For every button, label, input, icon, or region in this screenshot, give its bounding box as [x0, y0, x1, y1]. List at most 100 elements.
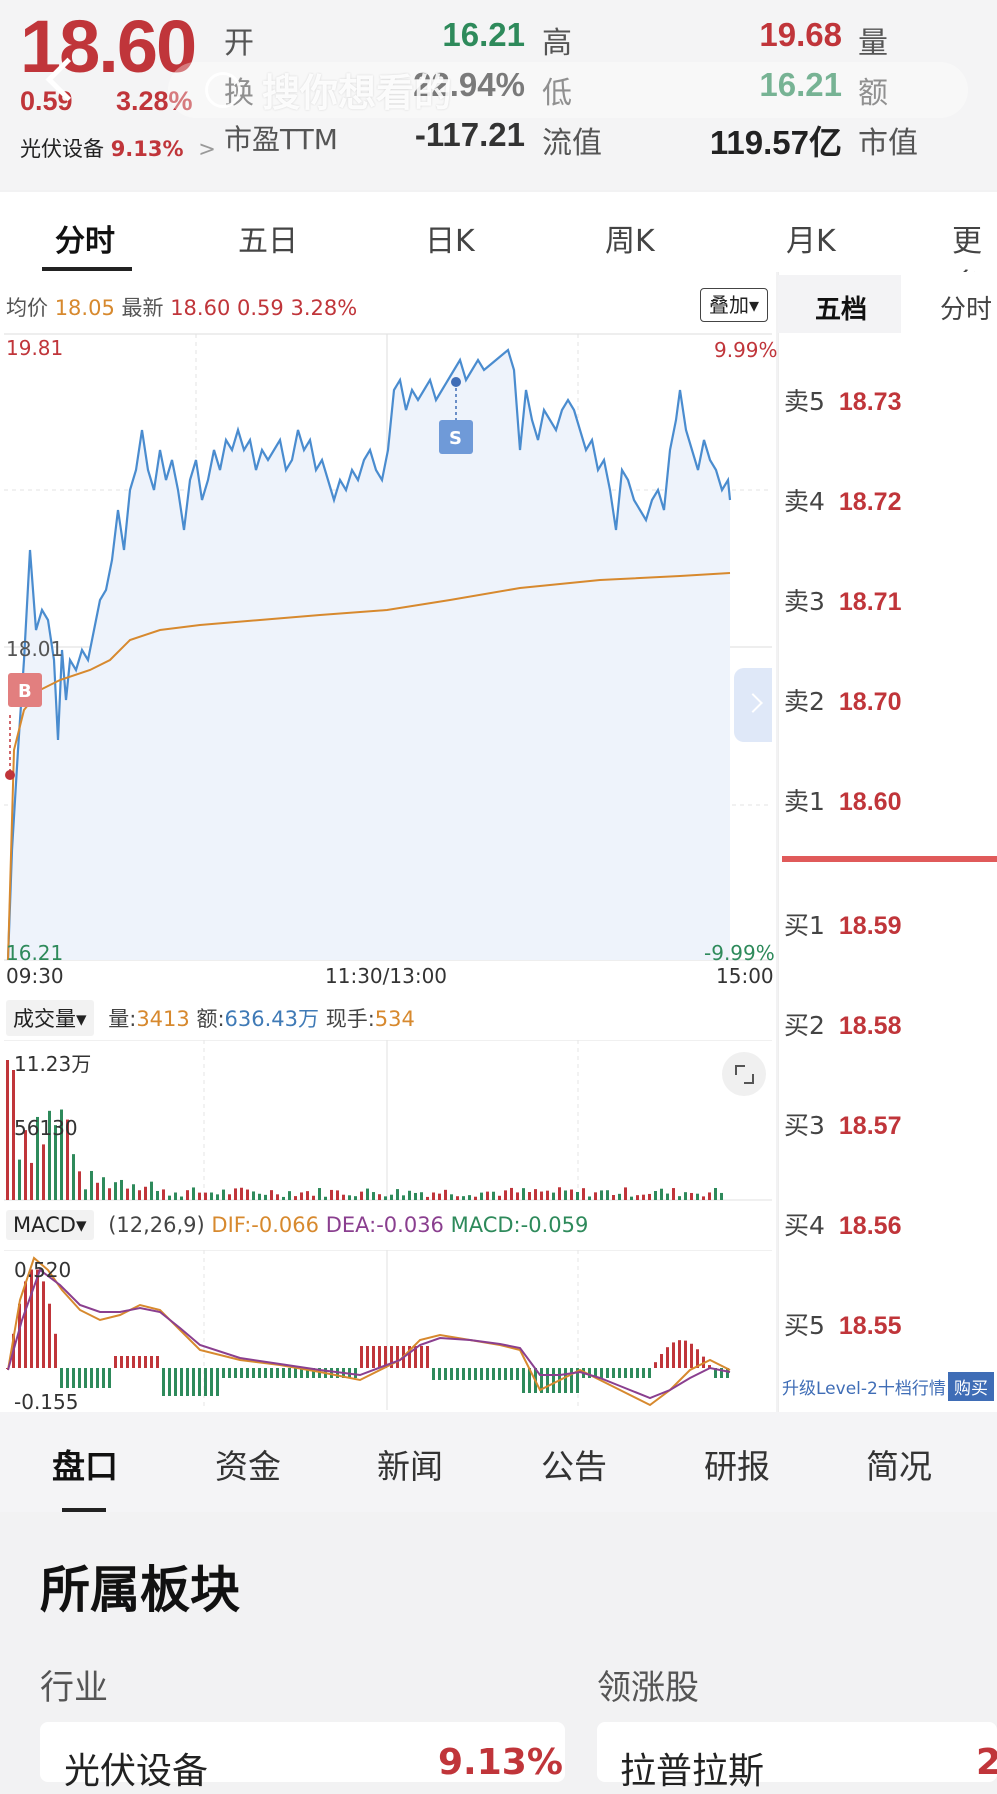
buy-marker[interactable]: [8, 673, 42, 707]
period-tabs: [0, 192, 997, 272]
upgrade-level2-link[interactable]: 升级Level-2十档行情: [782, 1379, 946, 1399]
volume-bar: [162, 1189, 165, 1200]
macd-bar: [630, 1368, 633, 1378]
sell-marker[interactable]: [439, 420, 473, 454]
macd-bar: [162, 1368, 165, 1396]
purchase-button[interactable]: 购买: [948, 1372, 994, 1401]
macd-bar: [222, 1368, 225, 1378]
macd-bar: [72, 1368, 75, 1388]
tab-announcements[interactable]: 公告: [541, 1447, 607, 1486]
volume-bar: [690, 1192, 693, 1200]
macd-indicator-button[interactable]: MACD▾: [6, 1210, 94, 1240]
amt-value: 636.43万: [224, 1007, 320, 1031]
volume-bar: [528, 1192, 531, 1200]
macd-bar: [354, 1368, 357, 1378]
volume-bar: [510, 1187, 513, 1200]
search-bar[interactable]: [168, 62, 968, 118]
tab-funds[interactable]: 资金: [215, 1447, 281, 1486]
tab-news[interactable]: 新闻: [377, 1447, 443, 1486]
volume-bar: [552, 1192, 555, 1200]
macd-bar: [594, 1368, 597, 1378]
volume-bar: [264, 1194, 267, 1200]
macd-bar: [438, 1368, 441, 1380]
chevron-right-icon: [743, 693, 763, 713]
macd-bar: [666, 1347, 669, 1368]
axis-price-bottom: 16.21: [6, 941, 64, 965]
volume-bar: [288, 1191, 291, 1200]
macd-bar: [252, 1368, 255, 1378]
volume-bar: [102, 1177, 105, 1200]
macd-bar: [318, 1368, 321, 1378]
tab-weekly-k[interactable]: 周K: [605, 224, 655, 259]
sell-4-row: 卖4 18.72: [784, 487, 902, 516]
stat-label-volume: 量: [858, 26, 888, 61]
volume-bar: [18, 1159, 21, 1200]
volume-bar: [432, 1192, 435, 1200]
volume-bar: [372, 1192, 375, 1200]
volume-bar: [546, 1190, 549, 1200]
macd-bar: [96, 1368, 99, 1388]
tab-five-levels[interactable]: 五档: [815, 295, 868, 325]
stat-value-low: 16.21: [759, 66, 842, 103]
macd-bar: [180, 1368, 183, 1396]
tab-five-day[interactable]: 五日: [238, 224, 298, 259]
side-panel-handle[interactable]: [734, 668, 772, 742]
volume-indicator-button[interactable]: 成交量▾: [6, 1000, 94, 1036]
volume-axis-mid: 56130: [14, 1116, 78, 1140]
macd-bar: [408, 1346, 411, 1368]
stat-value-turnover: 22.94%: [413, 66, 525, 103]
overlay-button[interactable]: 叠加▾: [700, 288, 768, 322]
macd-bar: [552, 1368, 555, 1393]
tab-monthly-k[interactable]: 月K: [786, 224, 836, 259]
tab-daily-k[interactable]: 日K: [425, 224, 475, 259]
volume-bar: [630, 1196, 633, 1200]
macd-bar: [474, 1368, 477, 1380]
macd-bar: [660, 1354, 663, 1368]
tab-intraday[interactable]: 分时: [55, 224, 115, 259]
macd-bar: [390, 1346, 393, 1368]
volume-bar: [408, 1190, 411, 1200]
intraday-chart[interactable]: B S: [0, 330, 776, 990]
sector-link[interactable]: 光伏设备 9.13% >: [20, 133, 216, 163]
macd-bar: [498, 1368, 501, 1380]
volume-bar: [618, 1193, 621, 1200]
macd-bar: [360, 1346, 363, 1368]
tab-research[interactable]: 研报: [704, 1447, 770, 1486]
active-tab-indicator: [42, 267, 132, 271]
leader-label: 领涨股: [597, 1668, 699, 1708]
macd-bar: [276, 1368, 279, 1378]
volume-bar: [624, 1187, 627, 1200]
volume-bar: [144, 1186, 147, 1200]
stat-value-open: 16.21: [442, 16, 525, 53]
macd-bar: [462, 1368, 465, 1380]
volume-bar: [354, 1196, 357, 1200]
volume-bar: [6, 1060, 9, 1200]
tab-orderbook[interactable]: 盘口: [52, 1447, 118, 1486]
stat-value-high: 19.68: [759, 16, 842, 53]
macd-bar: [126, 1356, 129, 1368]
macd-bar: [204, 1368, 207, 1396]
volume-bar: [348, 1195, 351, 1200]
volume-bar: [384, 1196, 387, 1200]
industry-label: 行业: [40, 1668, 108, 1708]
macd-bar: [282, 1368, 285, 1378]
volume-bar: [462, 1196, 465, 1200]
tab-profile[interactable]: 简况: [866, 1447, 932, 1486]
macd-bar: [714, 1368, 717, 1378]
macd-bar: [624, 1368, 627, 1378]
volume-bar: [684, 1192, 687, 1200]
macd-bar: [678, 1340, 681, 1368]
volume-bar: [366, 1188, 369, 1200]
macd-bar: [264, 1368, 267, 1378]
avg-value: 18.05: [54, 296, 115, 320]
macd-bar: [450, 1368, 453, 1380]
stat-label-pe: 市盈TTM: [224, 123, 338, 156]
tab-ticks[interactable]: 分时: [940, 295, 993, 325]
volume-bar: [168, 1195, 171, 1200]
expand-icon[interactable]: [722, 1052, 766, 1096]
volume-bar: [108, 1188, 111, 1200]
hand-value: 534: [374, 1007, 415, 1031]
volume-bars: [6, 1060, 723, 1200]
volume-bar: [522, 1188, 525, 1200]
sector-pct: 9.13%: [110, 137, 184, 161]
